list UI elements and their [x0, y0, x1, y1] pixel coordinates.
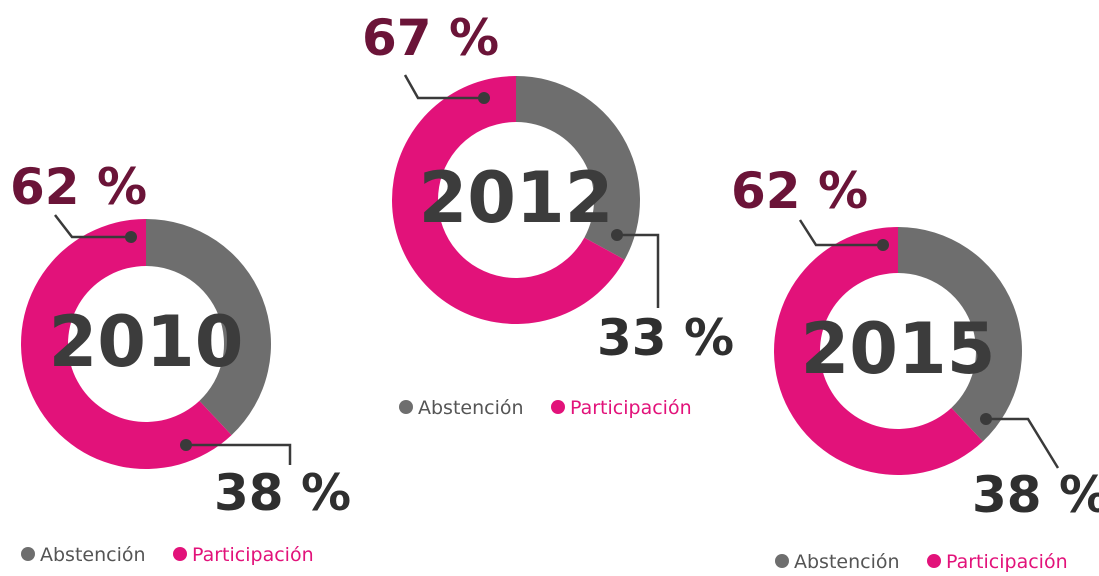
leader-dot-abstencion: [180, 439, 192, 451]
legend-label-participacion: Participación: [570, 397, 692, 419]
legend-label-abstencion: Abstención: [794, 551, 900, 573]
legend-swatch-abstencion: [775, 554, 789, 568]
leader-line-abstencion: [617, 233, 660, 308]
abstencion-percent-label: 38 %: [214, 464, 351, 522]
participacion-percent-label: 62 %: [731, 162, 868, 220]
participacion-percent-label: 67 %: [362, 9, 499, 67]
donut-chart-2010: 2010 62 % 38 % Abstención Participación: [10, 158, 351, 566]
participacion-percent-label: 62 %: [10, 158, 147, 216]
leader-dot-participacion: [125, 231, 137, 243]
slice-abstencion: [146, 219, 272, 436]
legend-swatch-participacion: [927, 554, 941, 568]
legend-swatch-participacion: [173, 547, 187, 561]
leader-dot-participacion: [478, 92, 490, 104]
legend-swatch-abstencion: [21, 547, 35, 561]
center-year-label: 2010: [49, 301, 244, 383]
slice-participacion: [391, 75, 625, 325]
legend: Abstención Participación: [775, 551, 1068, 573]
leader-line-participacion: [54, 214, 131, 239]
center-year-label: 2012: [419, 157, 614, 239]
legend-label-participacion: Participación: [946, 551, 1068, 573]
leader-dot-abstencion: [980, 413, 992, 425]
leader-dot-participacion: [877, 239, 889, 251]
donut-chart-2015: 2015 62 % 38 % Abstención Participación: [731, 162, 1099, 573]
legend-label-participacion: Participación: [192, 544, 314, 566]
slice-abstencion: [516, 76, 640, 260]
leader-line-participacion: [403, 74, 484, 100]
legend: Abstención Participación: [21, 544, 314, 566]
donut-chart-2012: 2012 67 % 33 % Abstención Participación: [362, 9, 734, 419]
legend-swatch-abstencion: [399, 400, 413, 414]
legend-swatch-participacion: [551, 400, 565, 414]
slice-participacion: [773, 226, 983, 475]
legend-label-abstencion: Abstención: [40, 544, 146, 566]
center-year-label: 2015: [801, 308, 996, 390]
leader-line-abstencion: [986, 417, 1060, 469]
slice-participacion: [21, 219, 232, 469]
abstencion-percent-label: 33 %: [597, 309, 734, 367]
legend: Abstención Participación: [399, 397, 692, 419]
slice-abstencion: [898, 227, 1022, 442]
legend-label-abstencion: Abstención: [418, 397, 524, 419]
leader-line-participacion: [798, 219, 883, 247]
leader-dot-abstencion: [611, 229, 623, 241]
leader-line-abstencion: [186, 443, 292, 465]
abstencion-percent-label: 38 %: [972, 466, 1099, 524]
